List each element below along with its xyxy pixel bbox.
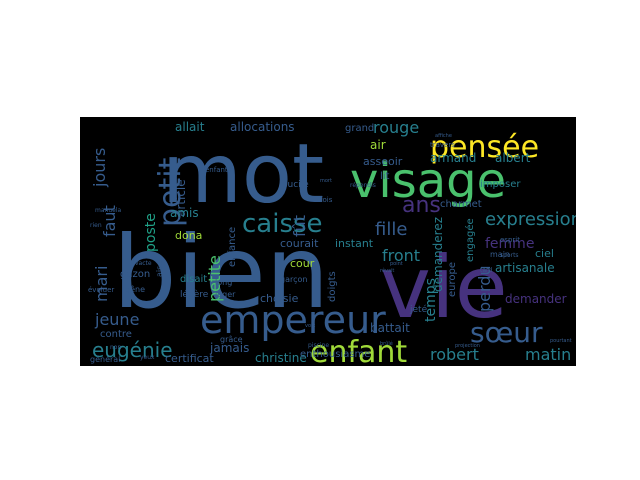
word-13: expression bbox=[485, 209, 576, 230]
word-36: christine bbox=[255, 351, 307, 365]
word-54: lit bbox=[380, 171, 390, 182]
word-23: fût bbox=[290, 215, 309, 237]
word-57: gazon bbox=[120, 269, 150, 280]
word-6: empereur bbox=[200, 298, 386, 342]
word-94: brûlé bbox=[380, 340, 393, 347]
word-75: tard bbox=[480, 267, 492, 274]
word-63: légère bbox=[180, 289, 209, 300]
word-87: piscine bbox=[308, 342, 329, 349]
word-91: aise bbox=[155, 261, 164, 277]
word-21: mari bbox=[92, 266, 111, 302]
word-50: enthousiasme bbox=[300, 349, 370, 360]
word-27: perdu bbox=[475, 265, 494, 312]
word-26: temps bbox=[423, 278, 439, 322]
word-62: léger bbox=[215, 289, 236, 299]
word-73: yeux bbox=[140, 354, 155, 361]
word-44: cour bbox=[290, 257, 315, 270]
word-32: jamais bbox=[209, 341, 249, 355]
word-3: vie bbox=[380, 238, 508, 338]
word-47: instant bbox=[335, 237, 374, 250]
word-5: pensée bbox=[430, 130, 539, 165]
word-9: caisse bbox=[242, 209, 323, 239]
word-1: mot bbox=[162, 127, 324, 222]
word-88: affiche bbox=[435, 133, 452, 139]
word-66: lucile bbox=[285, 180, 309, 190]
word-34: article bbox=[174, 179, 188, 217]
word-15: rouge bbox=[373, 118, 419, 137]
word-53: imposer bbox=[480, 179, 521, 190]
word-33: poste bbox=[143, 213, 159, 252]
word-67: général bbox=[90, 354, 120, 364]
word-48: choisie bbox=[260, 292, 299, 305]
word-18: jeune bbox=[94, 310, 139, 329]
word-11: ans bbox=[402, 193, 441, 218]
word-51: grand bbox=[345, 123, 374, 134]
word-31: albert bbox=[495, 151, 531, 165]
word-12: eugénie bbox=[92, 338, 173, 362]
word-64: doigts bbox=[327, 271, 338, 302]
word-90: manuela bbox=[95, 207, 121, 214]
word-80: répondis bbox=[350, 182, 376, 189]
word-45: ciel bbox=[535, 247, 554, 260]
word-78: sports bbox=[500, 252, 519, 259]
word-2: bien bbox=[113, 214, 329, 331]
word-84: projection bbox=[455, 343, 480, 349]
word-49: dona bbox=[175, 229, 202, 242]
word-83: voix bbox=[305, 323, 315, 329]
word-41: certificat bbox=[165, 352, 214, 365]
word-85: pourtant bbox=[550, 338, 572, 344]
word-16: robert bbox=[430, 345, 479, 364]
word-58: garçon bbox=[280, 275, 307, 284]
word-28: allait bbox=[175, 120, 205, 134]
word-29: allocations bbox=[230, 120, 295, 134]
word-30: armand bbox=[430, 151, 476, 165]
word-17: matin bbox=[525, 345, 571, 364]
word-22: petite bbox=[205, 255, 224, 302]
word-35: amis bbox=[170, 206, 199, 220]
word-89: rien bbox=[90, 222, 102, 229]
word-cloud-canvas: mot bien vie visage pensée empereur enfant sœur… bbox=[80, 117, 576, 366]
word-77: évoluer bbox=[88, 286, 114, 294]
word-52: charmet bbox=[440, 199, 482, 210]
word-70: main bbox=[490, 250, 510, 259]
word-92: non bbox=[110, 344, 121, 351]
word-7: enfant bbox=[310, 335, 407, 366]
word-42: air bbox=[370, 138, 386, 152]
word-46: courait bbox=[280, 237, 319, 250]
word-55: contre bbox=[100, 329, 132, 340]
word-56: europe bbox=[447, 262, 458, 297]
word-93: mort bbox=[320, 178, 332, 184]
word-14: fille bbox=[375, 219, 407, 240]
word-39: demanderez bbox=[431, 217, 445, 292]
word-82: rêvait bbox=[380, 267, 394, 274]
word-81: point bbox=[390, 261, 403, 267]
word-86: vacte bbox=[135, 260, 152, 267]
word-24: femme bbox=[485, 236, 534, 252]
word-59: enfance bbox=[227, 227, 238, 267]
word-60: disait bbox=[180, 274, 207, 285]
word-69: jeté bbox=[409, 304, 428, 315]
word-37: artisanale bbox=[495, 261, 555, 275]
word-79: travers bbox=[430, 141, 455, 149]
word-43: asseoir bbox=[363, 155, 403, 168]
word-68: grâce bbox=[220, 335, 243, 344]
word-8: sœur bbox=[470, 316, 543, 349]
word-25: front bbox=[382, 246, 420, 265]
word-19: jours bbox=[90, 148, 109, 188]
word-40: battait bbox=[370, 321, 410, 335]
word-65: engagée bbox=[464, 218, 476, 262]
word-10: petit bbox=[153, 157, 188, 227]
word-72: gêne bbox=[125, 284, 145, 294]
word-76: enfants bbox=[205, 166, 232, 174]
word-74: esprit bbox=[500, 236, 520, 244]
word-38: demander bbox=[505, 292, 567, 306]
word-20: faut bbox=[100, 205, 119, 237]
word-4: visage bbox=[350, 153, 506, 209]
word-61: long bbox=[215, 278, 232, 287]
word-71: fois bbox=[320, 196, 333, 204]
